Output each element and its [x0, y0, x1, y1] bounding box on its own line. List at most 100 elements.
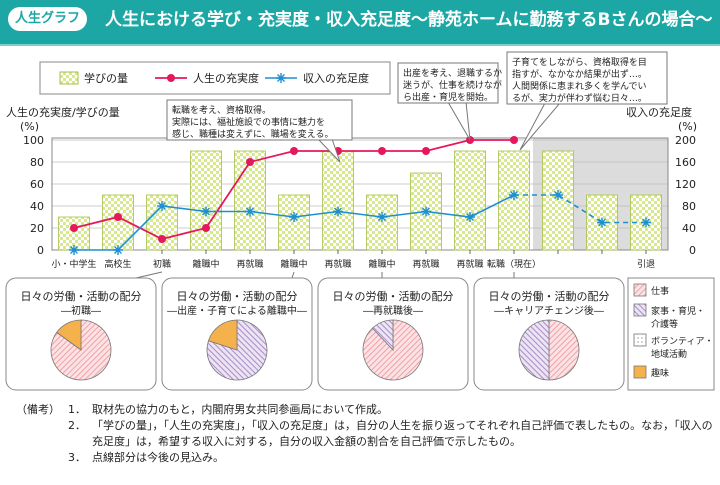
income-point [509, 190, 519, 200]
notes-label: （備考） [16, 403, 60, 416]
pie-legend-label-line: ボランティア・ [651, 336, 713, 347]
note-row-1: （備考） 1． 取材先の協力のもと，内閣府男女共同参画局において作成。 [16, 402, 716, 418]
pie-connector [135, 271, 163, 279]
pie-subtitle: ―キャリアチェンジ後― [494, 304, 604, 317]
fulfillment-point [290, 147, 298, 155]
pie-legend-label: ボランティア・地域活動 [651, 336, 713, 360]
income-point [333, 206, 343, 217]
fulfillment-point [70, 224, 78, 232]
pie-subtitle: ―再就職後― [363, 304, 423, 317]
pie-slice-work [548, 319, 580, 381]
pie-legend-swatch [633, 283, 647, 297]
pie-title: 日々の労働・活動の配分 [177, 289, 298, 303]
category-label: 再就職 [324, 258, 351, 270]
income-point [289, 212, 299, 222]
pie-slice-house [371, 319, 394, 352]
note-row-3: 3． 点線部分は今後の見込み。 [16, 450, 716, 466]
note-num: 1． [68, 403, 86, 416]
fulfillment-point [378, 147, 386, 155]
pie-title: 日々の労働・活動の配分 [333, 289, 454, 303]
income-point [421, 206, 431, 217]
pie-legend-swatch [633, 365, 647, 379]
income-point [465, 212, 475, 222]
left-tick-label: 80 [30, 156, 44, 169]
category-label: 再就職 [236, 258, 263, 270]
category-label: 高校生 [104, 258, 131, 270]
callout-text: 子育てをしながら、資格取得を目 [512, 56, 647, 68]
income-point [69, 245, 79, 255]
left-axis-title: 人生の充実度/学びの量 [6, 105, 120, 119]
pie-slice-house [206, 319, 268, 381]
legend-swatch-learning [59, 71, 79, 85]
category-label: 離職中 [368, 258, 395, 270]
left-axis-unit: (%) [20, 120, 39, 133]
pie-legend-swatch [633, 303, 647, 317]
income-point [245, 206, 255, 217]
note-text: 点線部分は今後の見込み。 [92, 451, 224, 464]
callout-text: 指すが、なかなか結果が出ず…。 [512, 68, 647, 80]
pie-connector [291, 271, 295, 279]
legend-box [39, 61, 391, 95]
right-axis-unit: (%) [678, 120, 697, 133]
legend-label: 学びの量 [84, 71, 128, 85]
callout-text: 転職を考え、資格取得。 [172, 104, 271, 116]
left-tick-label: 0 [37, 244, 44, 257]
learning-bar [190, 150, 222, 251]
note-num: 3． [68, 451, 86, 464]
pie-slice-hobby [207, 319, 238, 351]
learning-bar [234, 150, 266, 251]
pie-legend-label-line: 地域活動 [651, 348, 687, 360]
category-label: 離職中 [192, 258, 219, 270]
note-num: 2． [68, 419, 86, 432]
left-tick-label: 100 [23, 134, 44, 147]
notes: （備考） 1． 取材先の協力のもと，内閣府男女共同参画局において作成。 2． 「… [16, 402, 716, 466]
pie-subtitle: ―初職― [61, 304, 101, 317]
note-text: 取材先の協力のもと，内閣府男女共同参画局において作成。 [92, 403, 389, 416]
category-label: 初職 [153, 258, 171, 270]
learning-bar [278, 194, 310, 251]
learning-bar [366, 194, 398, 251]
right-tick-label: 120 [675, 178, 696, 191]
page-title: 人生における学び・充実度・収入充足度～静苑ホームに勤務するBさんの場合～ [105, 10, 713, 30]
left-tick-label: 60 [30, 178, 44, 191]
learning-bar [58, 216, 90, 251]
callout-text: 出産を考え、退職するか [403, 67, 502, 79]
income-point [201, 206, 211, 217]
right-tick-label: 40 [682, 222, 696, 235]
callout-childbirth-box [397, 62, 499, 104]
pie-slice-hobby [56, 319, 82, 351]
category-label: 離職中 [280, 258, 307, 270]
fulfillment-point [510, 136, 518, 144]
right-tick-label: 80 [682, 200, 696, 213]
pie-legend-label-line: 介護等 [651, 318, 678, 330]
pie-legend-label: 趣味 [651, 367, 669, 379]
right-tick-label: 200 [675, 134, 696, 147]
income-point [377, 212, 387, 222]
callout-career-box [166, 99, 353, 141]
learning-bar [454, 150, 486, 251]
legend-label: 人生の充実度 [193, 71, 259, 85]
pie-legend-label: 家事・育児・介護等 [651, 305, 705, 330]
plot-frame [51, 137, 669, 251]
category-label: 転職（現在） [487, 258, 541, 270]
left-tick-label: 40 [30, 200, 44, 213]
category-label: 引退 [637, 259, 655, 270]
fulfillment-point [246, 158, 254, 166]
income-line-forecast [514, 194, 646, 224]
note-row-2: 2． 「学びの量」，「人生の充実度」，「収入の充足度」は，自分の人生を振り返って… [16, 418, 716, 450]
callout-childbirth-tail [447, 101, 471, 141]
right-axis-title: 収入の充足度 [626, 105, 692, 119]
fulfillment-point [422, 147, 430, 155]
pie-subtitle: ―出産・子育てによる離職中― [167, 304, 307, 317]
title-bar: 人生グラフ 人生における学び・充実度・収入充足度～静苑ホームに勤務するBさんの場… [0, 0, 720, 46]
fulfillment-point [202, 224, 210, 232]
callout-text: 感じ、職種は変えずに、職場を変える。 [172, 128, 333, 140]
callout-text: 実際には、福祉施設での事情に魅力を [172, 116, 325, 128]
income-point [553, 190, 563, 200]
pie-slice-house [518, 319, 550, 381]
callout-text: 迷うが、仕事を続けなが [403, 79, 502, 91]
income-point [113, 245, 123, 255]
right-tick-label: 160 [675, 156, 696, 169]
legend-marker-income [276, 73, 286, 83]
